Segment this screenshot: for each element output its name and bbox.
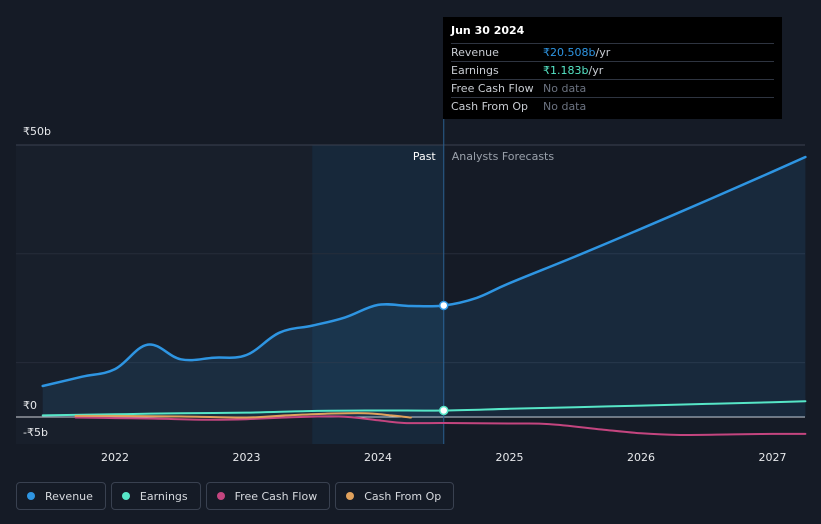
tooltip-label: Cash From Op bbox=[451, 100, 529, 113]
x-tick-label: 2022 bbox=[101, 451, 129, 464]
legend-dot-icon bbox=[27, 492, 35, 500]
tooltip-row-earnings: Earnings ₹1.183b /yr bbox=[451, 61, 774, 79]
data-point-earnings bbox=[439, 405, 449, 416]
tooltip-value: No data bbox=[543, 100, 587, 113]
tooltip-row-revenue: Revenue ₹20.508b /yr bbox=[451, 43, 774, 61]
tooltip-row-free-cash-flow: Free Cash Flow No data bbox=[451, 79, 774, 97]
past-region bbox=[16, 145, 313, 444]
data-point-revenue bbox=[439, 300, 449, 311]
series-line-cash_from_op bbox=[74, 412, 412, 419]
tooltip-value: ₹20.508b bbox=[543, 46, 596, 59]
tooltip-unit: /yr bbox=[595, 46, 611, 59]
x-tick-label: 2024 bbox=[364, 451, 392, 464]
y-tick-label: ₹0 bbox=[23, 399, 37, 412]
tooltip-label: Revenue bbox=[451, 46, 499, 59]
tooltip-row-cash-from-op: Cash From Op No data bbox=[451, 97, 774, 115]
y-tick-label: ₹50b bbox=[23, 125, 51, 138]
legend-item-earnings[interactable]: Earnings bbox=[110, 482, 201, 510]
y-tick-label: -₹5b bbox=[23, 426, 48, 439]
forecast-label: Analysts Forecasts bbox=[452, 150, 555, 163]
series-line-free_cash_flow bbox=[74, 415, 807, 437]
past-highlight-region bbox=[312, 145, 444, 444]
legend-label: Revenue bbox=[45, 489, 93, 503]
legend-dot-icon bbox=[121, 492, 130, 500]
legend-label: Cash From Op bbox=[364, 489, 442, 503]
series-line-revenue bbox=[41, 155, 807, 388]
tooltip-label: Earnings bbox=[451, 64, 499, 77]
x-tick-label: 2023 bbox=[233, 451, 261, 464]
tooltip-value: No data bbox=[543, 82, 587, 95]
series-area-revenue bbox=[42, 157, 806, 417]
x-tick-label: 2025 bbox=[496, 451, 524, 464]
tooltip-date: Jun 30 2024 bbox=[451, 24, 525, 37]
legend-item-cash-from-op[interactable]: Cash From Op bbox=[335, 482, 455, 510]
legend-label: Earnings bbox=[139, 489, 188, 503]
x-tick-label: 2026 bbox=[627, 451, 655, 464]
legend-item-free-cash-flow[interactable]: Free Cash Flow bbox=[205, 482, 331, 510]
tooltip-value: ₹1.183b bbox=[543, 64, 589, 77]
legend-item-revenue[interactable]: Revenue bbox=[16, 482, 106, 510]
chart-legend: Revenue Earnings Free Cash Flow Cash Fro… bbox=[16, 482, 455, 510]
past-label: Past bbox=[413, 150, 437, 163]
tooltip-unit: /yr bbox=[588, 64, 604, 77]
tooltip-label: Free Cash Flow bbox=[451, 82, 534, 95]
data-tooltip: Jun 30 2024 Revenue ₹20.508b /yr Earning… bbox=[443, 17, 782, 119]
legend-label: Free Cash Flow bbox=[234, 489, 318, 503]
x-tick-label: 2027 bbox=[759, 451, 787, 464]
legend-dot-icon bbox=[346, 492, 355, 500]
legend-dot-icon bbox=[216, 492, 225, 500]
